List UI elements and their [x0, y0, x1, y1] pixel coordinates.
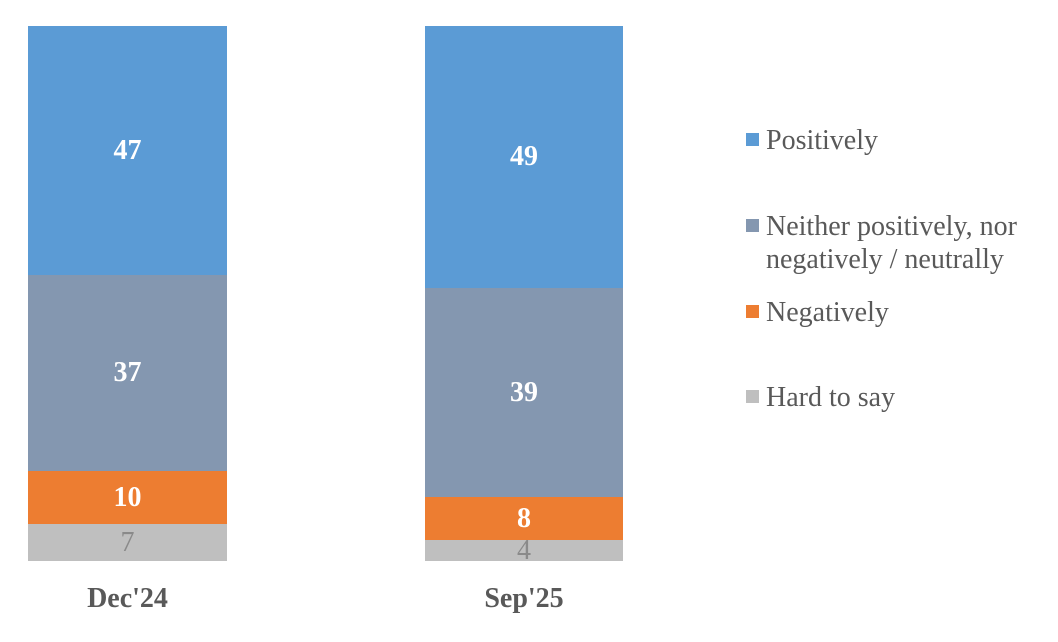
legend-item-hard-to-say: Hard to say	[746, 381, 1058, 414]
legend-label: Hard to say	[766, 382, 896, 413]
category-label-dec24: Dec'24	[87, 583, 168, 614]
legend-label: Negatively	[766, 297, 889, 328]
legend-label: Positively	[766, 125, 879, 156]
legend-item-neither: Neither positively, nor negatively / neu…	[746, 210, 1058, 276]
bar-value-label: 39	[510, 376, 538, 408]
bar-sep25: 49 39 8 4	[425, 26, 623, 564]
bar-value-label: 10	[113, 481, 142, 513]
legend-swatch-negatively	[746, 305, 759, 318]
bar-value-label: 49	[510, 141, 538, 172]
bar-segment-neither: 37	[28, 275, 227, 471]
legend-swatch-neither	[746, 219, 759, 232]
bar-value-label: 4	[517, 534, 531, 566]
legend-item-positively: Positively	[746, 124, 1058, 157]
bar-value-label: 7	[120, 526, 135, 558]
legend-swatch-positively	[746, 133, 759, 146]
bar-segment-positively: 47	[28, 26, 227, 275]
bar-segment-negatively: 8	[425, 497, 623, 540]
bar-dec24: 47 37 10 7	[28, 26, 227, 561]
bar-segment-positively: 49	[425, 26, 623, 288]
legend-label: Neither positively, nor negatively / neu…	[766, 211, 1017, 275]
bar-value-label: 37	[113, 357, 142, 388]
legend-swatch-hard-to-say	[746, 390, 759, 403]
bar-value-label: 8	[517, 502, 531, 534]
bar-value-label: 47	[113, 134, 142, 166]
legend-item-negatively: Negatively	[746, 296, 1058, 329]
bar-segment-hard: 7	[28, 524, 227, 561]
bar-segment-neither: 39	[425, 288, 623, 497]
category-label-sep25: Sep'25	[484, 583, 564, 614]
bar-segment-negatively: 10	[28, 471, 227, 524]
bar-segment-hard: 4	[425, 536, 623, 564]
